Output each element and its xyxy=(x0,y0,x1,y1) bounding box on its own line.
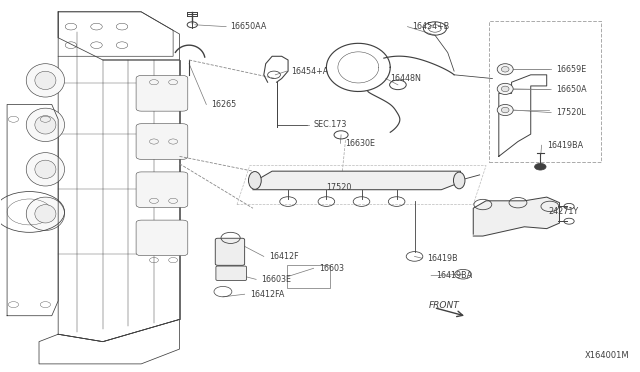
Text: 16419B: 16419B xyxy=(428,254,458,263)
Ellipse shape xyxy=(501,107,509,113)
Polygon shape xyxy=(473,197,559,236)
Ellipse shape xyxy=(35,205,56,223)
Ellipse shape xyxy=(26,64,65,97)
Text: 16630E: 16630E xyxy=(346,139,376,148)
Bar xyxy=(287,265,330,288)
Text: 16419BA: 16419BA xyxy=(436,271,472,280)
Text: 17520: 17520 xyxy=(326,183,352,192)
Text: 17520L: 17520L xyxy=(556,108,586,117)
Text: SEC.173: SEC.173 xyxy=(314,121,347,129)
Text: 24271Y: 24271Y xyxy=(548,208,579,217)
Text: 16650AA: 16650AA xyxy=(230,22,267,31)
Text: 16659E: 16659E xyxy=(556,65,586,74)
Ellipse shape xyxy=(248,171,261,189)
FancyBboxPatch shape xyxy=(136,76,188,111)
Ellipse shape xyxy=(35,160,56,179)
Ellipse shape xyxy=(501,67,509,72)
FancyBboxPatch shape xyxy=(136,220,188,256)
FancyBboxPatch shape xyxy=(216,266,246,280)
Text: 16603: 16603 xyxy=(319,264,344,273)
Text: FRONT: FRONT xyxy=(429,301,460,310)
Polygon shape xyxy=(253,171,461,190)
Text: 16448N: 16448N xyxy=(390,74,421,83)
Text: 16650A: 16650A xyxy=(556,85,587,94)
Text: X164001M: X164001M xyxy=(585,351,630,360)
Ellipse shape xyxy=(35,116,56,134)
Ellipse shape xyxy=(454,172,465,189)
Ellipse shape xyxy=(501,86,509,92)
Ellipse shape xyxy=(26,197,65,231)
Text: 16454+A: 16454+A xyxy=(291,67,328,76)
Text: 16265: 16265 xyxy=(211,100,237,109)
FancyBboxPatch shape xyxy=(215,238,244,265)
Ellipse shape xyxy=(497,64,513,75)
Ellipse shape xyxy=(497,105,513,116)
Bar xyxy=(489,21,601,162)
Text: 16412FA: 16412FA xyxy=(250,290,284,299)
Ellipse shape xyxy=(26,108,65,141)
Text: 16419BA: 16419BA xyxy=(547,141,583,150)
Ellipse shape xyxy=(26,153,65,186)
FancyBboxPatch shape xyxy=(136,172,188,208)
Text: 16603E: 16603E xyxy=(261,275,291,284)
Text: 16454+B: 16454+B xyxy=(413,22,450,31)
Text: 16412F: 16412F xyxy=(269,252,298,261)
Circle shape xyxy=(534,163,546,170)
Ellipse shape xyxy=(497,83,513,94)
Ellipse shape xyxy=(35,71,56,90)
FancyBboxPatch shape xyxy=(136,124,188,159)
